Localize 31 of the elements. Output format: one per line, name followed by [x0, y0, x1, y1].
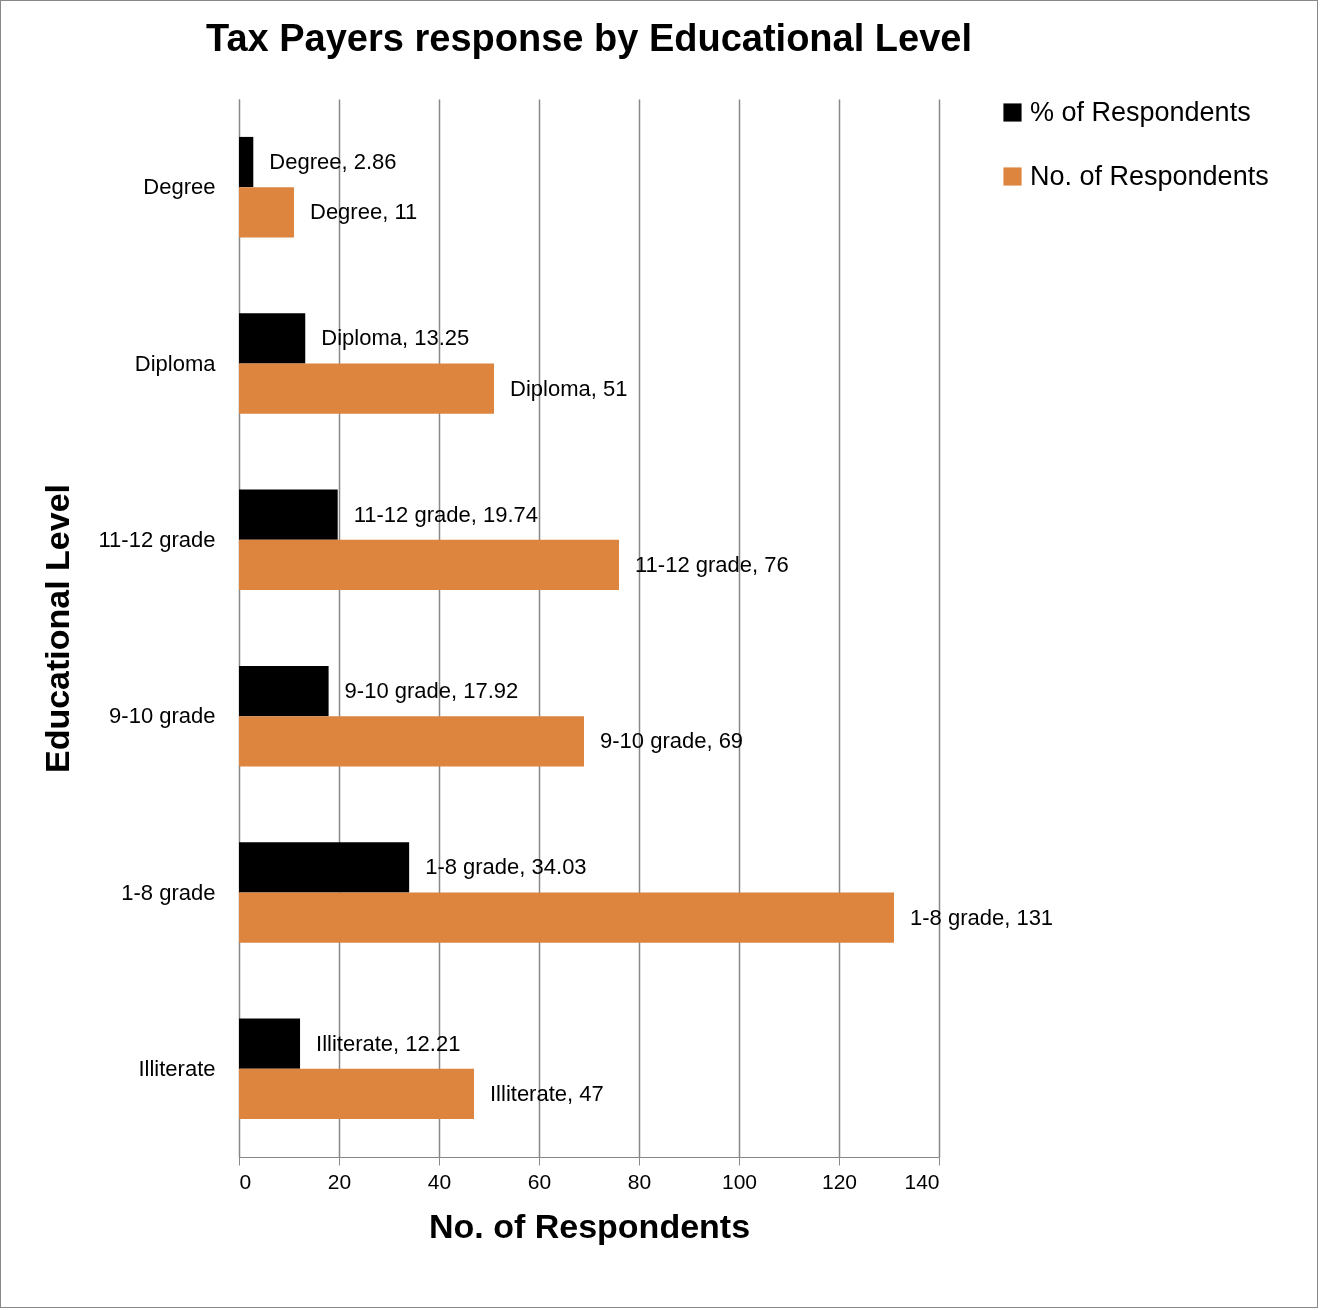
- y-tick-label: 11-12 grade: [98, 526, 216, 552]
- data-label: 9-10 grade, 69: [600, 728, 744, 754]
- x-tick-label: 60: [527, 1169, 552, 1193]
- x-tick-label: 20: [327, 1169, 352, 1193]
- x-tick-label: 80: [627, 1169, 652, 1193]
- data-label: Diploma, 51: [510, 375, 628, 401]
- x-tick-label: 40: [427, 1169, 452, 1193]
- data-label: Diploma, 13.25: [321, 325, 470, 351]
- y-axis-title: Educational Level: [38, 483, 77, 774]
- data-label: Degree, 11: [310, 199, 418, 225]
- chart-title: Tax Payers response by Educational Level: [206, 17, 972, 59]
- data-label: 1-8 grade, 131: [910, 904, 1054, 930]
- x-tick-label: 100: [721, 1169, 758, 1193]
- data-label: 9-10 grade, 17.92: [344, 678, 519, 704]
- data-label: 11-12 grade, 76: [635, 551, 789, 577]
- y-tick-label: Diploma: [134, 350, 217, 376]
- legend-label: No. of Respondents: [1030, 160, 1269, 191]
- y-tick-label: Illiterate: [138, 1055, 216, 1081]
- data-label: Degree, 2.86: [269, 149, 397, 175]
- x-tick-label: 0: [239, 1169, 252, 1193]
- data-label: 11-12 grade, 19.74: [353, 501, 538, 527]
- x-tick-label: 120: [821, 1169, 858, 1193]
- data-label: 1-8 grade, 34.03: [425, 854, 587, 880]
- y-tick-label: 1-8 grade: [121, 879, 216, 905]
- y-tick-label: 9-10 grade: [109, 703, 216, 729]
- y-tick-label: Degree: [143, 174, 216, 200]
- data-label: Illiterate, 47: [490, 1080, 604, 1106]
- data-label: Illiterate, 12.21: [316, 1030, 461, 1056]
- x-tick-label: 140: [904, 1169, 940, 1193]
- legend-label: % of Respondents: [1030, 96, 1251, 127]
- x-axis-title: No. of Respondents: [428, 1206, 751, 1245]
